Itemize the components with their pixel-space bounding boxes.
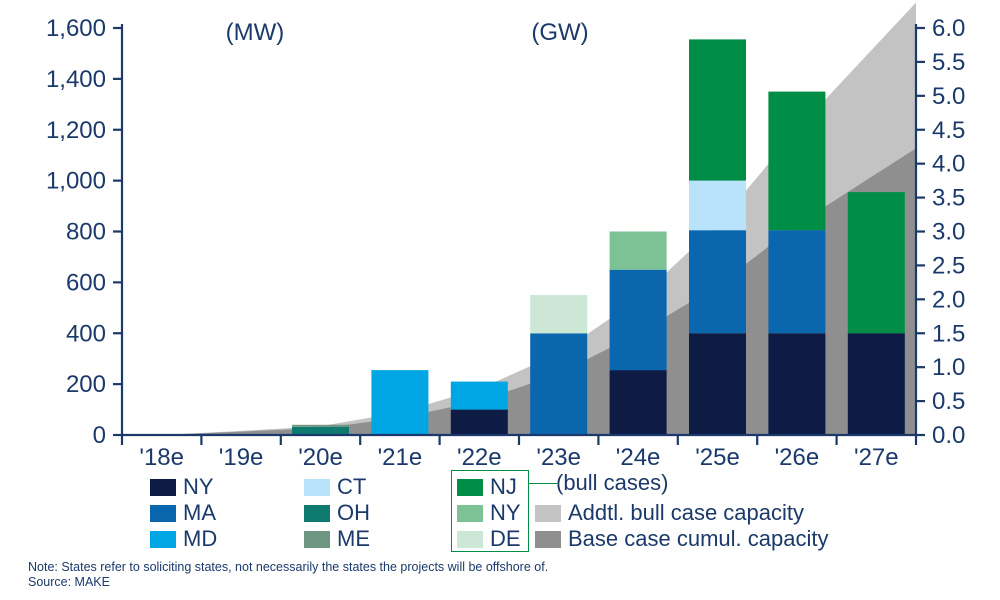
legend-swatch-ct	[304, 478, 330, 496]
legend-swatch-ma	[150, 504, 176, 522]
chart-footnote: Note: States refer to soliciting states,…	[28, 560, 928, 590]
right-axis-tick-label-00: 0.0	[932, 422, 965, 449]
right-axis-tick-label-20: 2.0	[932, 286, 965, 313]
bar-segment-21e-md	[371, 370, 429, 435]
left-axis-tick-label-600: 600	[66, 269, 106, 296]
legend-swatch-ny-bull	[457, 504, 483, 522]
x-axis-tick-label-27e: '27e	[854, 444, 899, 471]
left-axis-unit-label: (MW)	[226, 19, 285, 46]
legend-item-ny[interactable]: NY	[150, 474, 217, 500]
legend-swatch-me	[304, 530, 330, 548]
bull-cases-caption: (bull cases)	[556, 470, 669, 495]
x-axis-tick-label-19e: '19e	[219, 444, 264, 471]
x-axis-tick-label-18e: '18e	[139, 444, 184, 471]
legend-label-ma: MA	[183, 500, 216, 525]
legend-label-ny-bull: NY	[490, 500, 521, 525]
left-axis-tick-label-1000: 1,000	[46, 168, 106, 195]
right-axis-tick-label-55: 5.5	[932, 49, 965, 76]
legend-column-areas: Addtl. bull case capacity Base case cumu…	[535, 474, 828, 552]
legend-label-me: ME	[337, 526, 370, 551]
legend-label-oh: OH	[337, 500, 370, 525]
x-axis-tick-label-26e: '26e	[775, 444, 820, 471]
legend-item-de-bull[interactable]: DE	[457, 526, 521, 552]
legend-item-base-case-capacity[interactable]: Base case cumul. capacity	[535, 526, 828, 552]
legend-swatch-base-case-capacity	[535, 530, 561, 548]
left-axis-tick-label-1400: 1,400	[46, 66, 106, 93]
bar-segment-22e-md	[450, 381, 508, 410]
legend-item-ma[interactable]: MA	[150, 500, 217, 526]
legend-swatch-de-bull	[457, 530, 483, 548]
legend-item-oh[interactable]: OH	[304, 500, 370, 526]
bar-segment-25e-ma	[689, 230, 746, 334]
bar-segment-24e-ny	[609, 370, 667, 435]
legend-swatch-nj-bull	[457, 478, 483, 496]
left-axis-tick-label-1600: 1,600	[46, 15, 106, 42]
right-axis-tick-label-30: 3.0	[932, 219, 965, 246]
legend-item-md[interactable]: MD	[150, 526, 217, 552]
legend-swatch-oh	[304, 504, 330, 522]
x-axis-tick-label-25e: '25e	[695, 444, 740, 471]
legend-swatch-md	[150, 530, 176, 548]
bar-segment-26e-nj-bull	[768, 91, 826, 231]
right-axis-tick-label-45: 4.5	[932, 117, 965, 144]
right-axis-tick-label-25: 2.5	[932, 252, 965, 279]
legend-column-base-states: NY MA MD	[150, 474, 217, 552]
legend-label-ct: CT	[337, 474, 367, 499]
left-axis-tick-label-200: 200	[66, 371, 106, 398]
bar-segment-26e-ma	[768, 230, 826, 334]
right-axis-tick-label-10: 1.0	[932, 354, 965, 381]
bar-segment-25e-ny	[689, 333, 746, 436]
x-axis-tick-label-20e: '20e	[298, 444, 343, 471]
legend-label-md: MD	[183, 526, 218, 551]
bar-segment-25e-ct	[689, 180, 746, 231]
right-axis-tick-label-40: 4.0	[932, 151, 965, 178]
legend-label-addtl-bull-capacity: Addtl. bull case capacity	[568, 500, 805, 525]
bar-segment-23e-de-bull	[530, 295, 588, 334]
legend-item-addtl-bull-capacity[interactable]: Addtl. bull case capacity	[535, 500, 828, 526]
bar-segment-20e-oh	[292, 426, 349, 435]
bar-segment-20e-me	[292, 424, 349, 427]
legend-label-de-bull: DE	[490, 526, 521, 551]
right-axis-tick-label-35: 3.5	[932, 185, 965, 212]
bar-segment-24e-ma	[609, 269, 667, 371]
left-axis-tick-label-400: 400	[66, 320, 106, 347]
legend-item-ct[interactable]: CT	[304, 474, 370, 500]
x-axis-tick-label-23e: '23e	[536, 444, 581, 471]
right-axis-tick-label-60: 6.0	[932, 15, 965, 42]
legend-label-base-case-capacity: Base case cumul. capacity	[568, 526, 829, 551]
left-axis-tick-label-800: 800	[66, 219, 106, 246]
legend-swatch-addtl-bull-capacity	[535, 504, 561, 522]
legend-item-me[interactable]: ME	[304, 526, 370, 552]
legend-label-ny: NY	[183, 474, 214, 499]
right-axis-unit-label: (GW)	[531, 19, 588, 46]
x-axis-tick-label-21e: '21e	[378, 444, 423, 471]
right-axis-tick-label-05: 0.5	[932, 388, 965, 415]
chart-legend: NY MA MD CT OH ME	[150, 470, 970, 552]
legend-item-ny-bull[interactable]: NY	[457, 500, 521, 526]
left-axis-tick-label-0: 0	[93, 422, 106, 449]
bar-segment-27e-nj-bull	[847, 192, 905, 334]
legend-label-nj-bull: NJ	[490, 474, 517, 499]
left-axis-tick-label-1200: 1,200	[46, 117, 106, 144]
legend-column-bull-states: NJ NY DE	[457, 474, 521, 552]
bar-segment-22e-ny	[450, 409, 508, 435]
legend-column-base-states-2: CT OH ME	[304, 474, 370, 552]
legend-item-nj-bull[interactable]: NJ	[457, 474, 521, 500]
right-axis-tick-label-50: 5.0	[932, 83, 965, 110]
right-axis-tick-label-15: 1.5	[932, 320, 965, 347]
bar-segment-24e-ny-bull	[609, 231, 667, 270]
bar-segment-23e-ma	[530, 333, 588, 436]
bar-segment-26e-ny	[768, 333, 826, 436]
bull-cases-connector-line	[529, 483, 557, 484]
legend-swatch-ny	[150, 478, 176, 496]
footnote-note: Note: States refer to soliciting states,…	[28, 560, 549, 574]
x-axis-tick-label-22e: '22e	[457, 444, 502, 471]
bar-segment-25e-nj-bull	[689, 39, 746, 181]
x-axis-tick-label-24e: '24e	[616, 444, 661, 471]
footnote-source: Source: MAKE	[28, 575, 110, 589]
bar-segment-27e-ny	[847, 333, 905, 436]
